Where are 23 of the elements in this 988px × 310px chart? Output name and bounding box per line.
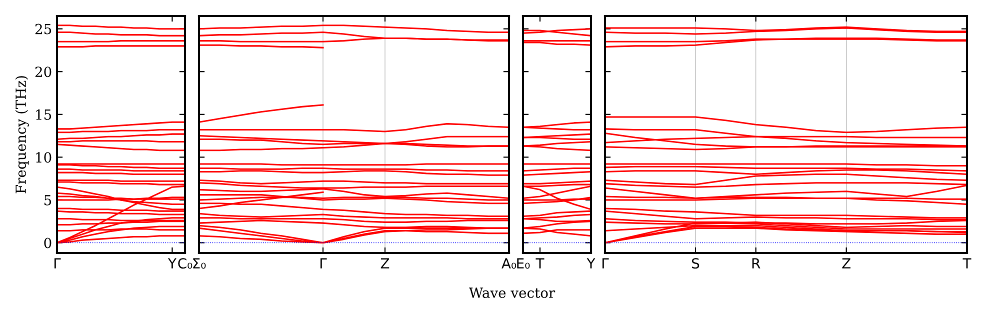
y-tick-label: 15 xyxy=(36,109,52,120)
x-tick-label: S xyxy=(692,258,700,269)
y-axis-title: Frequency (THz) xyxy=(15,76,29,194)
y-tick-label: 25 xyxy=(35,24,52,34)
x-axis-title: Wave vector xyxy=(468,288,556,298)
x-tick-label: Z xyxy=(842,258,850,268)
x-tick-label: Y xyxy=(168,258,176,268)
x-tick-label: Γ xyxy=(602,258,609,268)
y-tick-label: 0 xyxy=(44,238,52,248)
y-tick-label: 10 xyxy=(36,152,52,163)
y-tick-label: 5 xyxy=(44,195,52,206)
x-tick-label: Z xyxy=(380,258,390,268)
x-tick-label: Y xyxy=(586,258,596,268)
x-tick-label: E₀ xyxy=(517,258,530,269)
y-tick-label: 20 xyxy=(35,66,52,78)
x-tick-label: Γ xyxy=(320,258,327,268)
x-tick-label: Γ xyxy=(54,258,61,268)
x-tick-label: A₀ xyxy=(502,258,516,269)
x-tick-label: T xyxy=(536,258,544,268)
x-tick-label: R xyxy=(752,258,760,268)
x-tick-label: C₀ xyxy=(178,258,192,269)
x-tick-label: T xyxy=(962,258,972,268)
x-tick-label: Σ₀ xyxy=(193,258,206,269)
